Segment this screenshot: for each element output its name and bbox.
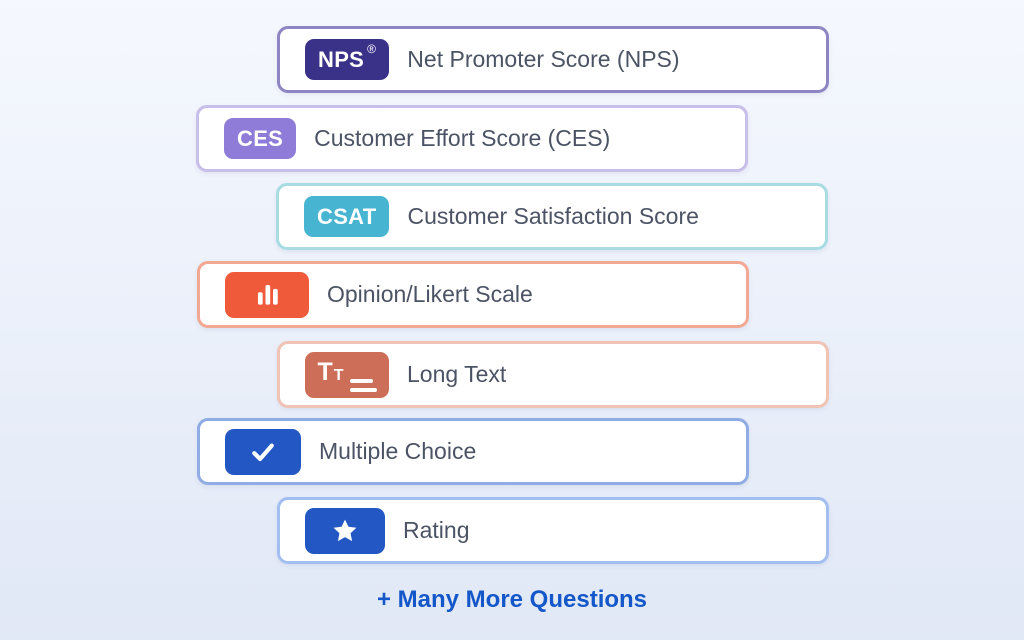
ces-badge: CES: [224, 118, 297, 159]
card-label: Opinion/Likert Scale: [327, 281, 533, 307]
multiple-choice-badge: [225, 428, 301, 475]
card-label: Customer Satisfaction Score: [407, 203, 699, 229]
question-type-card-nps[interactable]: NPS ® Net Promoter Score (NPS): [277, 26, 829, 93]
question-type-card-long-text[interactable]: T T Long Text: [277, 341, 829, 408]
likert-badge: [225, 271, 309, 318]
csat-badge-text: CSAT: [317, 203, 377, 229]
bar-chart-icon: [257, 284, 278, 305]
card-label: Multiple Choice: [319, 438, 477, 464]
many-more-questions-link[interactable]: + Many More Questions: [376, 586, 648, 613]
card-label: Rating: [403, 517, 470, 543]
star-icon: [333, 519, 357, 541]
question-type-card-multiple-choice[interactable]: Multiple Choice: [197, 418, 749, 485]
long-text-badge: T T: [305, 351, 389, 398]
ces-badge-text: CES: [237, 125, 284, 151]
card-label: Net Promoter Score (NPS): [407, 46, 680, 72]
letter-t-small: T: [333, 367, 344, 384]
nps-badge: NPS ®: [305, 39, 390, 80]
checkmark-icon: [252, 442, 274, 461]
question-type-card-ces[interactable]: CES Customer Effort Score (CES): [196, 105, 748, 172]
letter-t-large: T: [317, 358, 333, 386]
question-type-card-rating[interactable]: Rating: [277, 497, 829, 564]
rating-badge: [305, 507, 385, 554]
text-lines: [349, 379, 377, 392]
card-label: Customer Effort Score (CES): [314, 125, 611, 151]
text-lines-icon: T T: [317, 358, 377, 392]
card-label: Long Text: [407, 361, 507, 387]
question-type-card-csat[interactable]: CSAT Customer Satisfaction Score: [276, 183, 828, 250]
csat-badge: CSAT: [304, 196, 390, 237]
registered-trademark-icon: ®: [367, 42, 377, 56]
question-type-card-likert[interactable]: Opinion/Likert Scale: [197, 261, 749, 328]
nps-badge-text: NPS: [318, 46, 365, 72]
